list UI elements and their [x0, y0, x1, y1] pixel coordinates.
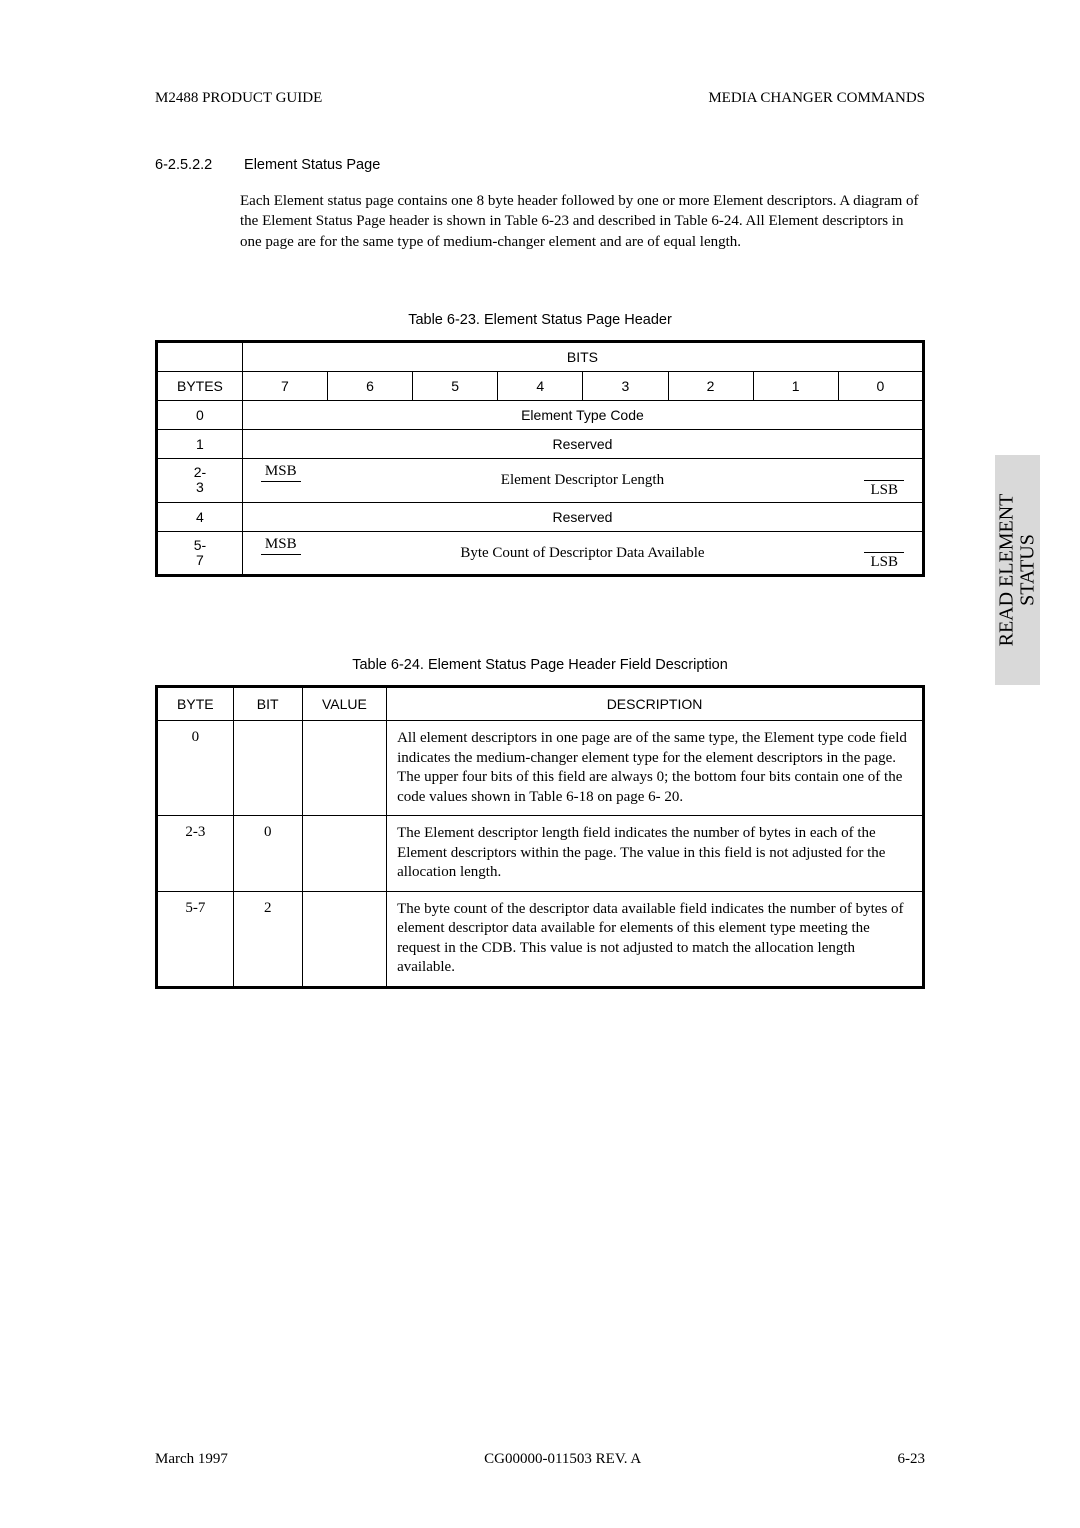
- bit-col: 3: [583, 371, 668, 400]
- blank-cell: [157, 341, 243, 371]
- cell-byte: 2-3: [157, 816, 234, 892]
- cell-desc: The Element descriptor length field indi…: [387, 816, 924, 892]
- lsb-label: LSB: [864, 552, 904, 571]
- bit-col: 7: [242, 371, 327, 400]
- msb-label: MSB: [261, 463, 301, 482]
- side-tab: READ ELEMENT STATUS: [995, 455, 1040, 685]
- side-tab-line2: STATUS: [1017, 534, 1039, 606]
- bit-col: 5: [413, 371, 498, 400]
- table-row: 2-3 0 The Element descriptor length fiel…: [157, 816, 924, 892]
- bit-col: 0: [838, 371, 923, 400]
- col-header: DESCRIPTION: [387, 687, 924, 721]
- byte-label: 1: [157, 429, 243, 458]
- row-text: Reserved: [242, 502, 923, 531]
- section-title: Element Status Page: [244, 157, 380, 173]
- page-footer: March 1997 CG00000-011503 REV. A 6-23: [155, 1451, 925, 1468]
- row-text: Element Descriptor Length: [501, 472, 664, 489]
- table-row: 0 All element descriptors in one page ar…: [157, 721, 924, 816]
- page-header: M2488 PRODUCT GUIDE MEDIA CHANGER COMMAN…: [155, 90, 925, 107]
- table-24: BYTE BIT VALUE DESCRIPTION 0 All element…: [155, 685, 925, 989]
- msb-label: MSB: [261, 536, 301, 555]
- byte-label: 4: [157, 502, 243, 531]
- cell-bit: 2: [233, 891, 302, 987]
- bit-col: 2: [668, 371, 753, 400]
- col-header: BYTE: [157, 687, 234, 721]
- footer-right: 6-23: [897, 1451, 925, 1468]
- header-right: MEDIA CHANGER COMMANDS: [708, 90, 925, 107]
- section-heading: 6-2.5.2.2 Element Status Page: [155, 157, 925, 173]
- byte-label: 2- 3: [157, 458, 243, 502]
- cell-byte: 0: [157, 721, 234, 816]
- side-tab-line1: READ ELEMENT: [996, 494, 1018, 647]
- table-row: 5-7 2 The byte count of the descriptor d…: [157, 891, 924, 987]
- col-header: BIT: [233, 687, 302, 721]
- header-left: M2488 PRODUCT GUIDE: [155, 90, 322, 107]
- cell-bit: 0: [233, 816, 302, 892]
- byte-label: 5- 7: [157, 531, 243, 576]
- cell-value: [302, 721, 386, 816]
- cell-bit: [233, 721, 302, 816]
- byte-label: 0: [157, 400, 243, 429]
- msb-lsb-row: MSB Byte Count of Descriptor Data Availa…: [242, 531, 923, 576]
- table-23: BITS BYTES 7 6 5 4 3 2 1 0 0 Element Typ…: [155, 340, 925, 578]
- section-body: Each Element status page contains one 8 …: [240, 191, 925, 252]
- row-text: Byte Count of Descriptor Data Available: [460, 545, 704, 562]
- bits-header: BITS: [242, 341, 923, 371]
- footer-center: CG00000-011503 REV. A: [484, 1451, 641, 1468]
- table24-caption: Table 6-24. Element Status Page Header F…: [155, 657, 925, 673]
- section-number: 6-2.5.2.2: [155, 157, 240, 173]
- cell-desc: The byte count of the descriptor data av…: [387, 891, 924, 987]
- bit-col: 6: [328, 371, 413, 400]
- bytes-header: BYTES: [157, 371, 243, 400]
- bit-col: 1: [753, 371, 838, 400]
- bit-col: 4: [498, 371, 583, 400]
- row-text: Reserved: [242, 429, 923, 458]
- table23-caption: Table 6-23. Element Status Page Header: [155, 312, 925, 328]
- cell-value: [302, 816, 386, 892]
- cell-value: [302, 891, 386, 987]
- msb-lsb-row: MSB Element Descriptor Length LSB: [242, 458, 923, 502]
- cell-desc: All element descriptors in one page are …: [387, 721, 924, 816]
- col-header: VALUE: [302, 687, 386, 721]
- cell-byte: 5-7: [157, 891, 234, 987]
- row-text: Element Type Code: [242, 400, 923, 429]
- footer-left: March 1997: [155, 1451, 228, 1468]
- side-tab-text: READ ELEMENT STATUS: [997, 494, 1039, 647]
- lsb-label: LSB: [864, 480, 904, 499]
